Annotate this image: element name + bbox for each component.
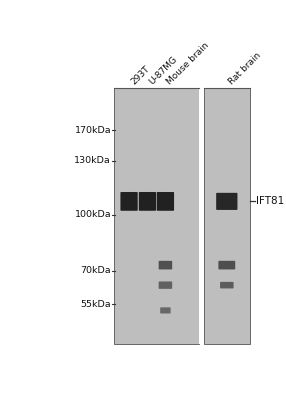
Text: 293T: 293T	[129, 64, 151, 86]
FancyBboxPatch shape	[220, 282, 234, 288]
FancyBboxPatch shape	[120, 192, 138, 211]
Bar	[204, 88, 250, 344]
Text: U-87MG: U-87MG	[148, 55, 179, 86]
FancyBboxPatch shape	[139, 192, 156, 211]
Text: 130kDa: 130kDa	[74, 156, 111, 165]
Bar	[199, 88, 204, 344]
Bar	[114, 88, 199, 344]
Text: 100kDa: 100kDa	[74, 210, 111, 219]
FancyBboxPatch shape	[159, 282, 172, 289]
Text: 70kDa: 70kDa	[80, 266, 111, 275]
Text: IFT81: IFT81	[256, 196, 285, 206]
Text: 170kDa: 170kDa	[74, 126, 111, 135]
Text: Rat brain: Rat brain	[227, 51, 263, 86]
FancyBboxPatch shape	[159, 261, 172, 270]
FancyBboxPatch shape	[157, 192, 174, 211]
Text: 55kDa: 55kDa	[80, 300, 111, 308]
Text: Mouse brain: Mouse brain	[165, 41, 211, 86]
FancyBboxPatch shape	[160, 307, 171, 314]
FancyBboxPatch shape	[216, 193, 237, 210]
FancyBboxPatch shape	[219, 261, 235, 270]
